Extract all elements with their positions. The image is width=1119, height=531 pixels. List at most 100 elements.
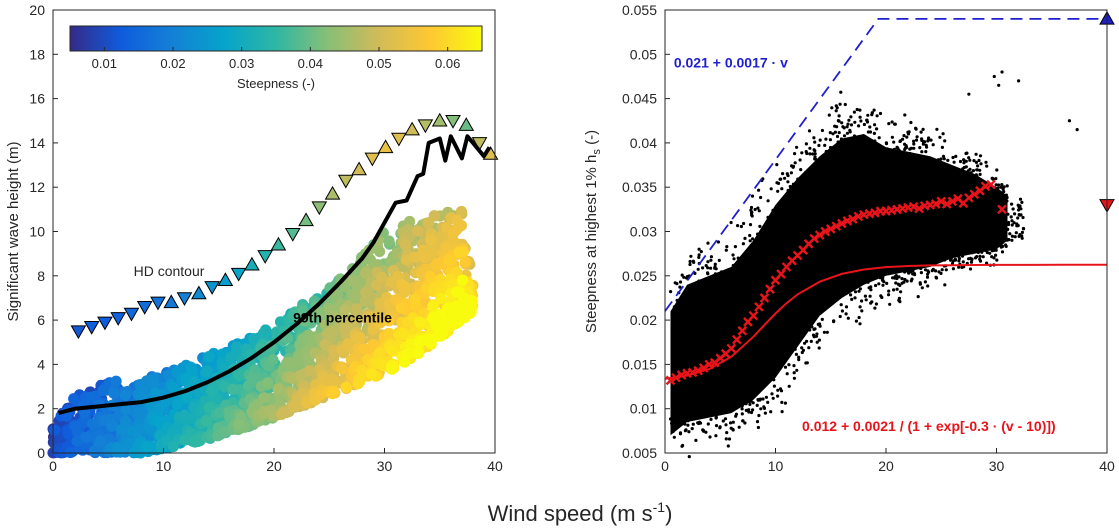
- scatter-point: [954, 154, 958, 158]
- scatter-point: [743, 421, 747, 425]
- binned-marker: [848, 214, 858, 224]
- scatter-point: [672, 435, 676, 439]
- scatter-point: [891, 152, 896, 157]
- scatter-point: [836, 156, 840, 160]
- scatter-point: [848, 148, 853, 153]
- scatter-point: [754, 248, 758, 252]
- scatter-point: [400, 239, 412, 251]
- scatter-point: [686, 423, 690, 427]
- right-y-label-main: Steepness at highest 1% h: [583, 155, 600, 333]
- scatter-point: [672, 314, 676, 318]
- scatter-point: [823, 143, 827, 147]
- scatter-point: [827, 113, 831, 117]
- scatter-point: [799, 168, 803, 172]
- scatter-point: [847, 146, 851, 150]
- scatter-point: [339, 304, 351, 316]
- scatter-point: [890, 120, 894, 124]
- scatter-point: [895, 151, 899, 155]
- contour-marker: [458, 117, 475, 131]
- scatter-point: [706, 260, 710, 264]
- scatter-point: [110, 375, 122, 387]
- scatter-point: [179, 409, 191, 421]
- scatter-point: [925, 255, 929, 259]
- binned-marker: [969, 189, 980, 200]
- scatter-point: [999, 241, 1003, 245]
- scatter-point: [958, 159, 963, 164]
- scatter-point: [918, 282, 923, 286]
- scatter-point: [893, 122, 897, 126]
- scatter-point: [852, 134, 857, 138]
- scatter-point: [759, 407, 763, 411]
- scatter-point: [688, 259, 692, 264]
- scatter-point: [899, 139, 903, 143]
- scatter-point: [909, 120, 913, 125]
- scatter-point: [848, 128, 852, 132]
- contour-marker: [257, 250, 274, 264]
- scatter-point: [734, 412, 739, 416]
- scatter-point: [905, 145, 909, 150]
- scatter-point: [699, 250, 703, 254]
- y-tick-label: 2: [37, 401, 45, 417]
- scatter-point: [794, 352, 799, 356]
- scatter-point: [808, 146, 812, 150]
- scatter-point: [772, 378, 776, 382]
- scatter-point: [1008, 232, 1012, 236]
- scatter-point: [936, 167, 940, 171]
- contour-marker: [244, 256, 260, 271]
- x-tick-label: 30: [377, 458, 393, 474]
- scatter-point: [203, 351, 215, 363]
- scatter-point: [838, 102, 842, 106]
- scatter-point: [691, 259, 695, 263]
- scatter-point: [959, 249, 963, 254]
- scatter-point: [910, 268, 915, 272]
- scatter-point: [757, 234, 761, 238]
- scatter-point: [916, 295, 920, 299]
- scatter-point: [935, 127, 939, 131]
- scatter-point: [979, 162, 983, 166]
- scatter-point: [998, 243, 1002, 247]
- scatter-point: [769, 410, 773, 414]
- scatter-point: [748, 223, 753, 227]
- scatter-point: [865, 118, 869, 122]
- scatter-point: [898, 160, 903, 165]
- scatter-point: [990, 176, 995, 180]
- scatter-point: [849, 115, 853, 119]
- scatter-point: [817, 143, 821, 148]
- scatter-point: [685, 416, 689, 420]
- scatter-point: [997, 183, 1001, 187]
- scatter-point: [751, 408, 755, 412]
- scatter-point: [723, 417, 728, 421]
- scatter-point: [808, 152, 812, 156]
- scatter-point: [898, 283, 902, 287]
- scatter-point: [697, 420, 702, 424]
- scatter-point: [1019, 213, 1023, 217]
- y-tick-label: 0.02: [630, 312, 657, 328]
- colorbar-ticks: 0.01 0.02 0.03 0.04 0.05 0.06: [92, 47, 460, 71]
- scatter-point: [205, 385, 218, 397]
- y-tick-label: 0.04: [630, 135, 657, 151]
- scatter-point: [812, 327, 816, 331]
- scatter-point: [294, 369, 306, 382]
- scatter-point: [796, 177, 800, 181]
- contour-marker: [70, 325, 87, 340]
- x-tick-label: 40: [487, 458, 503, 474]
- scatter-point: [825, 158, 829, 162]
- scatter-point: [227, 383, 239, 395]
- scatter-point: [354, 332, 366, 344]
- scatter-point: [916, 158, 921, 162]
- scatter-point: [687, 286, 692, 290]
- scatter-point: [675, 282, 679, 286]
- scatter-point: [740, 407, 744, 411]
- scatter-point: [884, 142, 889, 146]
- scatter-point: [200, 415, 212, 427]
- scatter-point: [862, 122, 867, 127]
- scatter-point: [678, 280, 683, 284]
- scatter-point: [748, 239, 752, 243]
- scatter-point: [943, 258, 947, 262]
- scatter-point: [789, 194, 793, 198]
- scatter-point: [680, 273, 684, 277]
- scatter-point: [1002, 185, 1006, 189]
- scatter-point: [1014, 231, 1018, 235]
- scatter-point: [919, 266, 923, 271]
- scatter-point: [727, 287, 731, 291]
